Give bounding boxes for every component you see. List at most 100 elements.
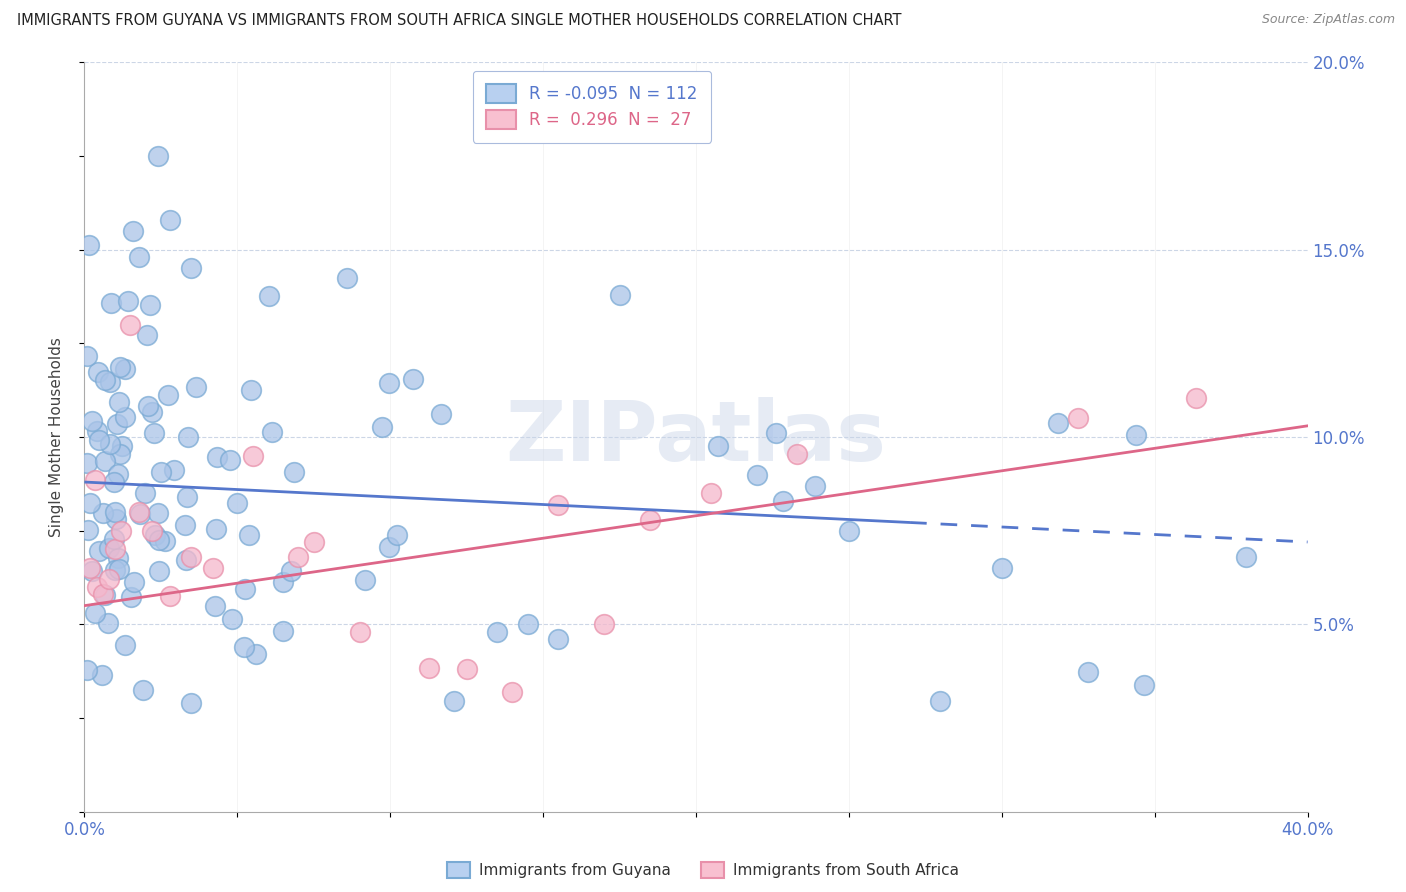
Point: [107, 467, 129, 482]
Point: [104, 563, 127, 577]
Point: [82, 564, 104, 578]
Point: [76, 664, 98, 678]
Point: [176, 490, 198, 504]
Point: [180, 261, 202, 276]
Point: [1077, 665, 1099, 680]
Point: [1185, 392, 1208, 406]
Point: [97, 573, 120, 587]
Point: [609, 287, 631, 301]
Point: [82, 414, 104, 428]
Point: [226, 496, 249, 510]
Point: [287, 549, 309, 564]
Point: [107, 551, 129, 566]
Point: [747, 467, 769, 482]
Point: [77, 523, 100, 537]
Point: [418, 661, 440, 675]
Point: [153, 533, 176, 548]
Point: [98, 437, 121, 451]
Point: [991, 561, 1014, 575]
Point: [136, 328, 159, 343]
Point: [76, 349, 98, 363]
Point: [159, 590, 181, 604]
Point: [516, 617, 538, 632]
Point: [772, 493, 794, 508]
Point: [117, 293, 139, 308]
Point: [378, 540, 401, 554]
Point: [219, 453, 242, 467]
Point: [136, 399, 159, 413]
Point: [838, 524, 860, 538]
Point: [87, 433, 110, 447]
Point: [239, 383, 262, 397]
Legend: R = -0.095  N = 112, R =  0.296  N =  27: R = -0.095 N = 112, R = 0.296 N = 27: [472, 70, 711, 143]
Point: [149, 465, 172, 479]
Point: [706, 439, 728, 453]
Point: [98, 541, 121, 555]
Point: [174, 553, 197, 567]
Point: [108, 447, 131, 461]
Point: [180, 549, 202, 564]
Point: [114, 362, 136, 376]
Point: [156, 388, 179, 402]
Point: [354, 574, 377, 588]
Point: [1125, 428, 1147, 442]
Point: [93, 588, 115, 602]
Point: [430, 408, 453, 422]
Point: [177, 430, 200, 444]
Text: Source: ZipAtlas.com: Source: ZipAtlas.com: [1261, 13, 1395, 27]
Point: [141, 405, 163, 419]
Text: IMMIGRANTS FROM GUYANA VS IMMIGRANTS FROM SOUTH AFRICA SINGLE MOTHER HOUSEHOLDS : IMMIGRANTS FROM GUYANA VS IMMIGRANTS FRO…: [17, 13, 901, 29]
Point: [107, 562, 129, 576]
Point: [84, 473, 107, 487]
Point: [283, 465, 305, 479]
Point: [271, 624, 294, 638]
Point: [148, 565, 170, 579]
Point: [804, 479, 827, 493]
Point: [100, 296, 122, 310]
Point: [128, 505, 150, 519]
Point: [91, 506, 114, 520]
Point: [242, 449, 264, 463]
Point: [79, 561, 101, 575]
Point: [1067, 411, 1090, 425]
Point: [87, 543, 110, 558]
Point: [122, 574, 145, 589]
Point: [84, 606, 107, 620]
Point: [257, 289, 280, 303]
Point: [114, 410, 136, 425]
Point: [302, 535, 325, 549]
Point: [105, 512, 128, 526]
Point: [371, 420, 394, 434]
Point: [108, 394, 131, 409]
Point: [86, 365, 108, 379]
Point: [638, 512, 661, 526]
Point: [134, 486, 156, 500]
Point: [700, 486, 723, 500]
Point: [238, 528, 260, 542]
Point: [233, 582, 256, 596]
Point: [336, 271, 359, 285]
Point: [765, 426, 787, 441]
Point: [271, 575, 294, 590]
Point: [402, 372, 425, 386]
Point: [547, 632, 569, 647]
Point: [148, 533, 170, 547]
Point: [159, 212, 181, 227]
Point: [103, 505, 125, 519]
Point: [103, 475, 125, 489]
Point: [173, 518, 195, 533]
Point: [456, 662, 478, 676]
Point: [98, 375, 121, 389]
Point: [180, 696, 202, 710]
Point: [93, 373, 115, 387]
Point: [146, 149, 169, 163]
Point: [132, 682, 155, 697]
Point: [79, 495, 101, 509]
Point: [86, 425, 108, 439]
Point: [104, 542, 127, 557]
Point: [221, 612, 243, 626]
Point: [139, 298, 162, 312]
Point: [77, 238, 100, 252]
Point: [163, 463, 186, 477]
Point: [1132, 678, 1154, 692]
